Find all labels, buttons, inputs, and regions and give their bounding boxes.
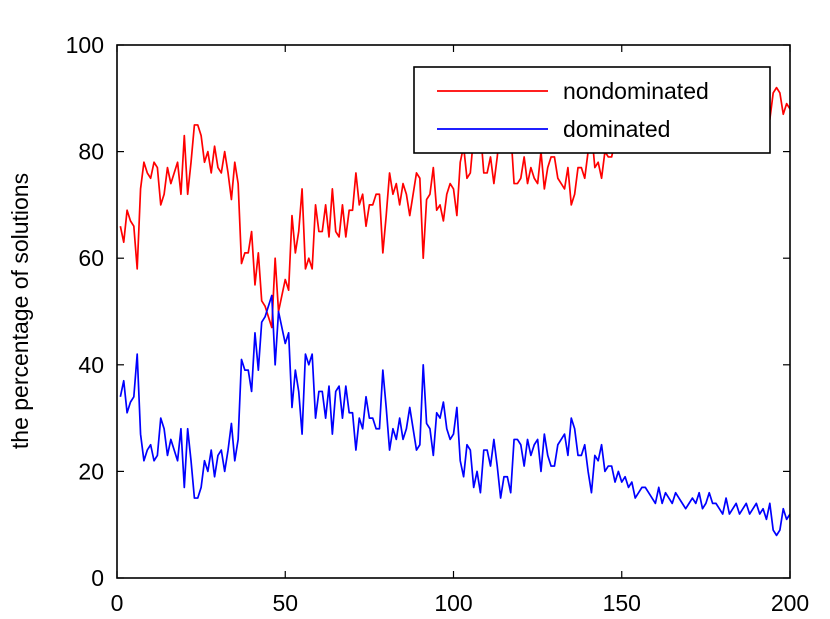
x-tick-label: 50	[272, 590, 298, 616]
legend-label-dominated: dominated	[563, 116, 670, 142]
series-line-dominated	[119, 294, 791, 537]
series-dominated	[119, 294, 791, 537]
legend: nondominated dominated	[413, 66, 771, 154]
x-tick-label: 100	[434, 590, 472, 616]
x-tick-label: 150	[603, 590, 641, 616]
y-axis-label: the percentage of solutions	[7, 173, 33, 449]
ticks-layer: 0 50 100 150 200 0 20 40 60 80 100	[66, 32, 810, 616]
y-tick-label: 80	[78, 139, 104, 165]
y-tick-label: 0	[91, 565, 104, 591]
y-tick-label: 60	[78, 245, 104, 271]
y-tick-label: 40	[78, 352, 104, 378]
y-tick-label: 100	[66, 32, 104, 58]
x-tick-label: 200	[771, 590, 809, 616]
legend-label-nondominated: nondominated	[563, 78, 709, 104]
y-tick-label: 20	[78, 458, 104, 484]
x-tick-label: 0	[111, 590, 124, 616]
legend-box	[413, 66, 771, 154]
